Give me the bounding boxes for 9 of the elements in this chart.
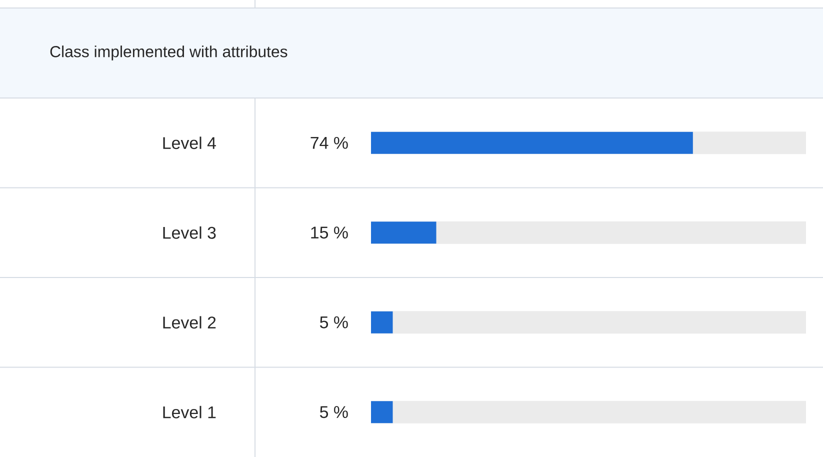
data-label: 15 % <box>311 226 348 239</box>
data-label: 74 % <box>310 136 348 149</box>
text: Class implemented with attributes <box>50 46 288 60</box>
y-tick-label: Level 4 <box>163 136 216 150</box>
y-tick-label: Level 3 <box>163 226 216 239</box>
data-label: 5 % <box>320 316 348 328</box>
data-label: 5 % <box>320 406 348 418</box>
y-tick-label: Level 2 <box>163 316 216 329</box>
y-tick-label: Level 1 <box>163 406 216 418</box>
